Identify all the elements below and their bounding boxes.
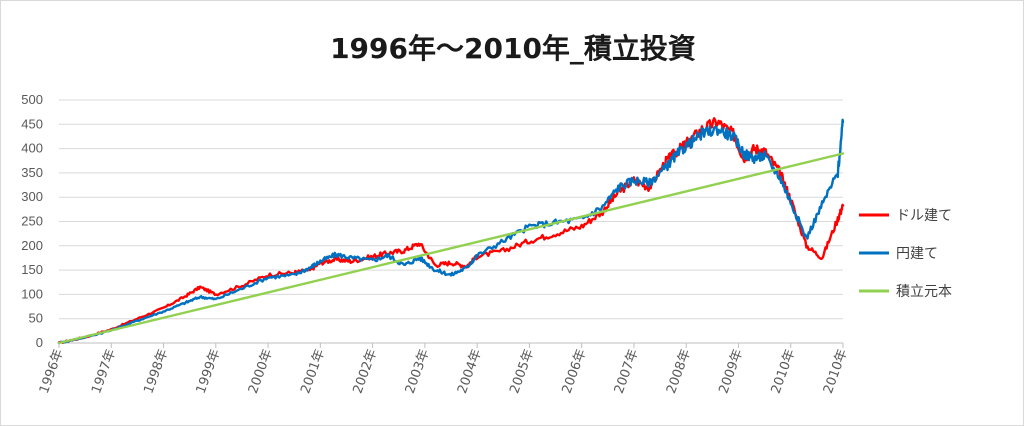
x-tick-label: 2006年 — [560, 347, 590, 395]
x-tick-label: 1998年 — [141, 347, 171, 395]
y-tick-label: 400 — [21, 141, 43, 156]
x-tick-label: 1997年 — [89, 347, 119, 395]
legend-label: ドル建て — [896, 208, 952, 224]
x-axis-ticks: 1996年 1997年 1998年 1999年 2000年 2001年 2002年 2003年… — [37, 343, 851, 396]
y-tick-label: 500 — [21, 92, 43, 107]
x-tick-label: 2004年 — [455, 347, 485, 395]
y-tick-label: 350 — [21, 165, 43, 180]
legend-label: 円建て — [896, 246, 938, 262]
y-tick-label: 450 — [21, 116, 43, 131]
series-line-1 — [57, 118, 845, 345]
x-tick-label: 2005年 — [507, 347, 537, 395]
x-tick-label: 1999年 — [194, 347, 224, 395]
y-tick-label: 250 — [21, 214, 43, 229]
y-tick-label: 300 — [21, 189, 43, 204]
x-tick-label: 2001年 — [298, 347, 328, 395]
x-tick-label: 1996年 — [37, 347, 67, 395]
y-axis-ticks: 0 50 100 150 200 250 300 350 400 450 500 — [21, 92, 43, 350]
y-tick-label: 100 — [21, 286, 43, 301]
x-tick-label: 2009年 — [716, 347, 746, 395]
y-tick-label: 150 — [21, 262, 43, 277]
x-tick-label: 2010年 — [769, 347, 799, 395]
chart-title: 1996年～2010年_積立投資 — [330, 32, 696, 65]
x-tick-label: 2000年 — [246, 347, 276, 395]
series-line-0 — [57, 117, 845, 344]
x-tick-label: 2003年 — [403, 347, 433, 395]
x-tick-label: 2008年 — [664, 347, 694, 395]
x-tick-label: 2002年 — [350, 347, 380, 395]
series-line-2 — [57, 152, 845, 345]
y-tick-label: 200 — [21, 238, 43, 253]
y-tick-label: 0 — [36, 335, 43, 350]
x-tick-label: 2010年 — [821, 347, 851, 395]
y-tick-label: 50 — [29, 311, 43, 326]
legend-label: 積立元本 — [896, 284, 952, 300]
x-tick-label: 2007年 — [612, 347, 642, 395]
series-lines — [57, 117, 845, 345]
